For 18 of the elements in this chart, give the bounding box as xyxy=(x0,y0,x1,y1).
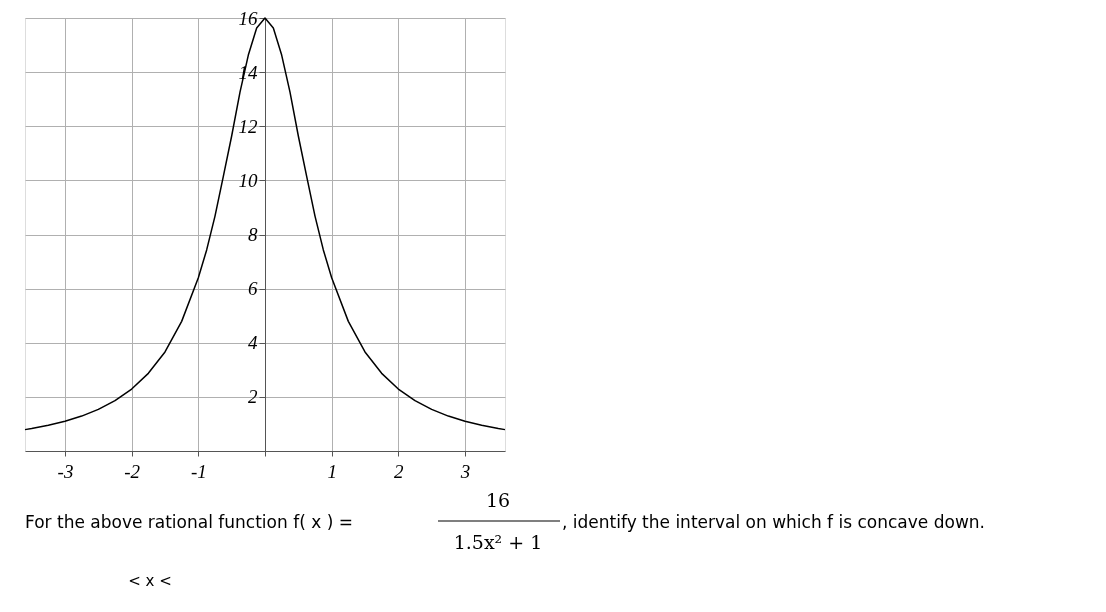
y-tick-label: 10 xyxy=(238,169,258,191)
x-tick-label: 3 xyxy=(459,460,471,482)
x-tick-label: 1 xyxy=(327,460,337,482)
text: 1.5x² + 1 xyxy=(453,531,543,553)
text: , identify the interval on which f is concave down. xyxy=(562,512,985,532)
y-tick-label: 2 xyxy=(248,386,258,408)
x-tick-label: 2 xyxy=(394,460,405,482)
y-tick-label: 4 xyxy=(248,332,258,354)
x-tick-label: -1 xyxy=(190,460,207,482)
y-tick-label: 6 xyxy=(248,278,258,300)
text: < x < xyxy=(128,572,172,590)
x-tick-label: -3 xyxy=(57,460,74,482)
y-tick-label: 12 xyxy=(238,115,258,137)
x-tick-label: -2 xyxy=(124,460,141,482)
text: 16 xyxy=(485,489,511,511)
y-tick-label: 16 xyxy=(238,7,258,29)
y-tick-label: 8 xyxy=(248,224,258,245)
text: For the above rational function f( x ) = xyxy=(25,512,353,532)
